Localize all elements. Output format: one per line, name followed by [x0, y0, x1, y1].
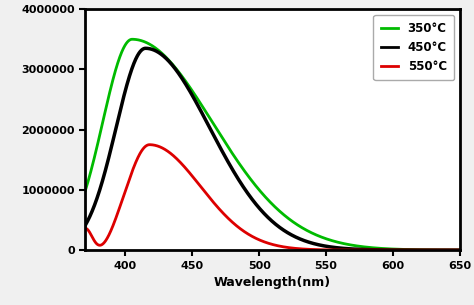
- 350°C: [82, 189, 88, 192]
- 550°C: [457, 248, 463, 252]
- 550°C: [101, 241, 107, 244]
- 350°C: [377, 246, 383, 250]
- 450°C: [82, 223, 88, 227]
- 550°C: [265, 241, 271, 245]
- 350°C: [457, 248, 463, 252]
- 550°C: [255, 237, 261, 241]
- X-axis label: Wavelength(nm): Wavelength(nm): [214, 276, 331, 289]
- Legend: 350°C, 450°C, 550°C: 350°C, 450°C, 550°C: [374, 15, 454, 80]
- 350°C: [446, 248, 452, 252]
- 550°C: [147, 143, 153, 146]
- 450°C: [255, 204, 261, 208]
- Line: 450°C: 450°C: [85, 48, 460, 250]
- 450°C: [265, 215, 271, 219]
- 450°C: [377, 248, 383, 252]
- 450°C: [446, 248, 452, 252]
- 450°C: [143, 46, 148, 50]
- 350°C: [101, 113, 107, 117]
- 550°C: [446, 248, 452, 252]
- 350°C: [265, 198, 271, 201]
- 550°C: [446, 248, 452, 252]
- 350°C: [129, 38, 135, 41]
- 450°C: [457, 248, 463, 252]
- 550°C: [377, 248, 383, 252]
- 350°C: [446, 248, 452, 252]
- 450°C: [101, 172, 107, 176]
- Line: 350°C: 350°C: [85, 39, 460, 250]
- Line: 550°C: 550°C: [85, 145, 460, 250]
- 350°C: [255, 186, 261, 190]
- 450°C: [446, 248, 452, 252]
- 550°C: [82, 227, 88, 230]
